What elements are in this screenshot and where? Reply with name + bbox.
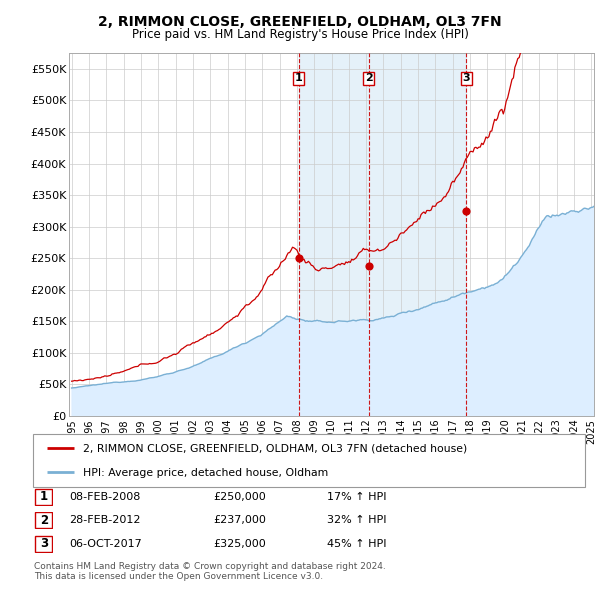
Text: 1: 1 (40, 490, 48, 503)
Text: £325,000: £325,000 (213, 539, 266, 549)
FancyBboxPatch shape (35, 489, 52, 504)
Point (294, 254, 304, 263)
Text: 06-OCT-2017: 06-OCT-2017 (69, 539, 142, 549)
Text: 2, RIMMON CLOSE, GREENFIELD, OLDHAM, OL3 7FN: 2, RIMMON CLOSE, GREENFIELD, OLDHAM, OL3… (98, 15, 502, 30)
Text: £237,000: £237,000 (213, 516, 266, 525)
Point (461, 206, 471, 215)
FancyBboxPatch shape (35, 512, 52, 529)
Text: 1: 1 (295, 73, 302, 83)
Point (364, 262, 374, 271)
Text: 28-FEB-2012: 28-FEB-2012 (69, 516, 140, 525)
Text: 45% ↑ HPI: 45% ↑ HPI (327, 539, 386, 549)
Text: 17% ↑ HPI: 17% ↑ HPI (327, 492, 386, 502)
FancyBboxPatch shape (33, 434, 585, 487)
Text: 2: 2 (40, 514, 48, 527)
Text: 3: 3 (463, 73, 470, 83)
Text: 2, RIMMON CLOSE, GREENFIELD, OLDHAM, OL3 7FN (detached house): 2, RIMMON CLOSE, GREENFIELD, OLDHAM, OL3… (83, 444, 467, 454)
Text: 32% ↑ HPI: 32% ↑ HPI (327, 516, 386, 525)
Text: 08-FEB-2008: 08-FEB-2008 (69, 492, 140, 502)
Text: Price paid vs. HM Land Registry's House Price Index (HPI): Price paid vs. HM Land Registry's House … (131, 28, 469, 41)
Text: This data is licensed under the Open Government Licence v3.0.: This data is licensed under the Open Gov… (34, 572, 323, 581)
Text: Contains HM Land Registry data © Crown copyright and database right 2024.: Contains HM Land Registry data © Crown c… (34, 562, 386, 571)
Text: 3: 3 (40, 537, 48, 550)
FancyBboxPatch shape (35, 536, 52, 552)
Text: 2: 2 (365, 73, 373, 83)
Bar (299, 53, 466, 416)
Text: £250,000: £250,000 (213, 492, 266, 502)
Text: HPI: Average price, detached house, Oldham: HPI: Average price, detached house, Oldh… (83, 468, 328, 478)
